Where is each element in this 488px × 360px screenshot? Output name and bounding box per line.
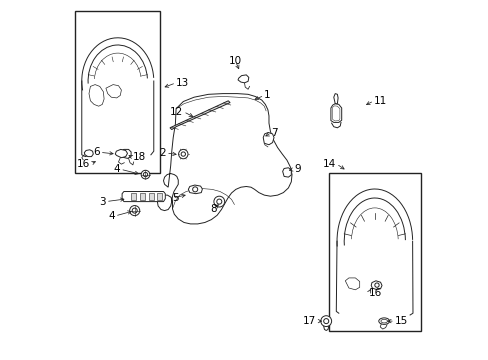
Text: 4: 4 [113, 164, 120, 174]
Polygon shape [122, 192, 165, 202]
Text: 17: 17 [303, 316, 316, 326]
Bar [328, 173, 420, 331]
Text: 4: 4 [108, 211, 115, 221]
Polygon shape [89, 85, 104, 106]
Text: 18: 18 [133, 152, 146, 162]
Text: 8: 8 [210, 204, 217, 214]
Polygon shape [238, 75, 248, 83]
Polygon shape [120, 149, 131, 158]
Polygon shape [106, 85, 121, 98]
Text: 2: 2 [159, 148, 166, 158]
Polygon shape [330, 104, 341, 122]
Circle shape [213, 196, 224, 207]
Polygon shape [140, 193, 145, 200]
Text: 6: 6 [93, 147, 100, 157]
Text: 14: 14 [323, 159, 336, 169]
Text: 16: 16 [368, 288, 381, 298]
Bar [75, 11, 160, 173]
Text: 1: 1 [264, 90, 270, 100]
Text: 16: 16 [77, 159, 90, 169]
Text: 3: 3 [99, 197, 106, 207]
Circle shape [374, 283, 378, 287]
Polygon shape [157, 193, 162, 200]
Circle shape [178, 149, 187, 159]
Text: 9: 9 [294, 164, 300, 174]
Circle shape [132, 208, 137, 213]
Polygon shape [115, 149, 127, 158]
Circle shape [181, 152, 185, 156]
Circle shape [141, 170, 149, 179]
Polygon shape [84, 150, 93, 157]
Polygon shape [149, 193, 154, 200]
Text: 12: 12 [170, 107, 183, 117]
Polygon shape [332, 106, 339, 121]
Text: 7: 7 [271, 128, 278, 138]
Ellipse shape [380, 319, 386, 323]
Text: 10: 10 [228, 56, 242, 66]
Circle shape [323, 319, 328, 324]
Text: 11: 11 [373, 96, 386, 106]
Circle shape [192, 187, 197, 192]
Circle shape [216, 199, 222, 204]
Text: 15: 15 [394, 316, 407, 326]
Circle shape [320, 316, 331, 327]
Polygon shape [170, 101, 230, 130]
Circle shape [129, 206, 140, 216]
Text: 13: 13 [176, 78, 189, 88]
Polygon shape [157, 94, 291, 224]
Circle shape [143, 172, 147, 177]
Polygon shape [345, 278, 359, 290]
Ellipse shape [378, 318, 389, 324]
Polygon shape [263, 132, 273, 145]
Polygon shape [188, 185, 202, 194]
Polygon shape [282, 168, 291, 177]
Polygon shape [370, 281, 381, 290]
Polygon shape [131, 193, 136, 200]
Polygon shape [333, 94, 337, 104]
Text: 5: 5 [172, 193, 179, 203]
